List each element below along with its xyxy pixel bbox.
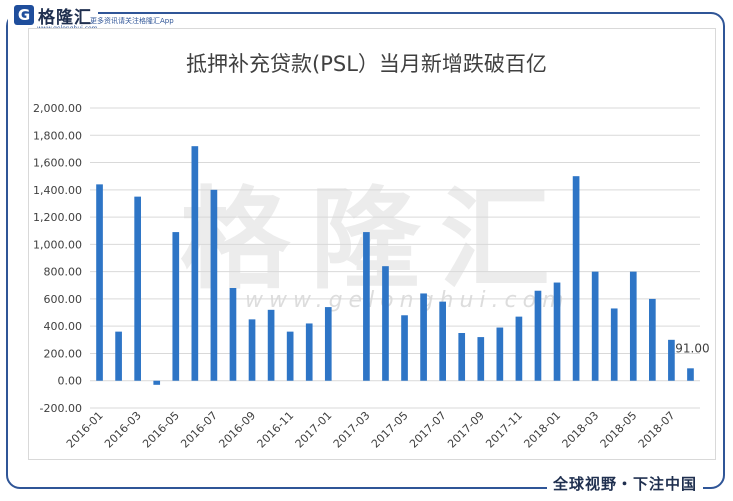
y-tick-label: 1,800.00 [33, 129, 82, 142]
data-label: 91.00 [675, 341, 709, 355]
bar-2016-06 [191, 146, 199, 381]
bar-2017-08 [458, 333, 466, 381]
bar-2018-01 [553, 282, 561, 381]
bar-2018-03 [591, 271, 599, 381]
bar-2017-07 [439, 301, 446, 381]
bar-2016-02 [115, 331, 122, 381]
bar-2016-12 [305, 323, 313, 381]
bar-2016-04 [153, 380, 161, 385]
x-tick-label: 2016-07 [178, 409, 220, 451]
y-tick-label: 1,000.00 [33, 238, 82, 251]
y-tick-label: 1,200.00 [33, 211, 82, 224]
bar-2016-11 [286, 331, 294, 381]
x-tick-label: 2017-11 [483, 409, 525, 451]
bar-2016-07 [210, 189, 218, 381]
y-tick-label: 800.00 [44, 266, 83, 279]
x-tick-label: 2016-11 [255, 409, 297, 451]
bar-2017-04 [382, 266, 389, 381]
x-tick-label: 2018-03 [560, 409, 602, 451]
x-tick-label: 2017-03 [331, 409, 373, 451]
bar-2018-02 [572, 176, 580, 381]
brand-tagline: 更多资讯请关注格隆汇App [90, 17, 174, 25]
x-tick-label: 2017-05 [369, 409, 411, 451]
bar-2018-07 [668, 339, 675, 381]
bar-2017-06 [420, 293, 427, 381]
x-tick-label: 2016-09 [216, 409, 258, 451]
logo-name: 格隆汇 [38, 7, 92, 28]
bar-2016-05 [172, 232, 180, 381]
bar-2016-08 [229, 288, 237, 381]
y-tick-label: 1,600.00 [33, 157, 82, 170]
bar-2017-12 [534, 290, 542, 381]
bar-2016-03 [134, 196, 141, 381]
brand-slogan: 全球视野・下注中国 [546, 473, 703, 494]
brand-logo: G 格隆汇 [8, 2, 98, 28]
bar-2017-05 [401, 315, 408, 381]
x-tick-label: 2017-01 [293, 409, 335, 451]
bar-2016-10 [267, 309, 275, 381]
bar-2018-08 [687, 368, 694, 381]
watermark-url: www.gelonghui.com [245, 288, 570, 313]
bar-2017-09 [477, 337, 485, 381]
y-tick-label: -200.00 [40, 402, 82, 415]
bar-2016-01 [96, 184, 103, 381]
y-tick-label: 600.00 [44, 293, 83, 306]
x-tick-label: 2017-09 [445, 409, 487, 451]
bar-2017-10 [496, 327, 504, 381]
bar-2018-05 [629, 271, 637, 381]
y-tick-label: 2,000.00 [33, 102, 82, 115]
x-tick-label: 2016-03 [102, 409, 144, 451]
bar-2018-06 [649, 298, 656, 381]
bar-2017-01 [324, 307, 332, 381]
bar-2017-03 [363, 232, 370, 381]
x-tick-label: 2018-05 [598, 409, 640, 451]
x-tick-label: 2018-07 [636, 409, 678, 451]
y-tick-label: 200.00 [44, 347, 83, 360]
bar-2018-04 [610, 308, 618, 381]
bar-2016-09 [248, 319, 256, 381]
chart-title: 抵押补充贷款(PSL）当月新增跌破百亿 [186, 52, 547, 76]
logo-mark-icon: G [14, 5, 34, 25]
y-tick-label: 400.00 [44, 320, 83, 333]
y-tick-label: 0.00 [58, 375, 83, 388]
x-tick-label: 2016-01 [64, 409, 106, 451]
x-tick-label: 2016-05 [140, 409, 182, 451]
bar-2017-11 [515, 316, 523, 381]
y-tick-label: 1,400.00 [33, 184, 82, 197]
x-tick-label: 2018-01 [521, 409, 563, 451]
x-tick-label: 2017-07 [407, 409, 449, 451]
